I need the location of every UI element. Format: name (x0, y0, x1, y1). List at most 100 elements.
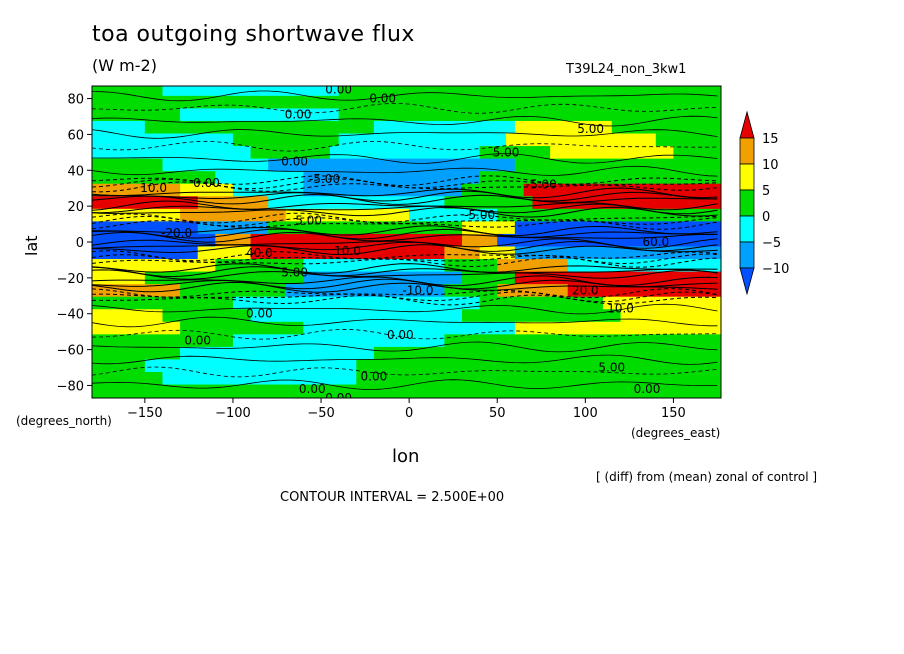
field-cell (532, 196, 721, 210)
field-cell (180, 321, 304, 335)
field-cell (303, 259, 445, 273)
contour-line (92, 225, 718, 237)
field-cell (232, 334, 445, 348)
contour-line (92, 115, 718, 127)
field-cell (92, 146, 252, 160)
field-cell (514, 334, 721, 348)
contour-label: 0.00 (325, 83, 352, 97)
x-tick-label: −100 (215, 406, 251, 421)
contour-line (92, 190, 718, 202)
contour-label: 5.00 (598, 361, 625, 375)
colorbar: 15 10 5 0 −5 −10 (739, 110, 789, 296)
field-cell (409, 208, 498, 222)
contour-label: 5.00 (281, 265, 308, 279)
field-cell (356, 359, 721, 373)
contour-line (92, 238, 718, 249)
contour-line (92, 316, 718, 328)
field-cell (92, 309, 163, 323)
colorbar-bin (739, 163, 755, 191)
colorbar-tick-label: −10 (762, 262, 789, 277)
colorbar-tick-label: 10 (762, 158, 779, 173)
field-cell (92, 321, 181, 335)
contour-label: -5.00 (309, 172, 340, 186)
x-tick-label: −50 (307, 406, 334, 421)
field-cell (462, 233, 498, 247)
field-cell (162, 158, 269, 172)
field-cell (92, 158, 163, 172)
contour-label: 0.00 (299, 382, 326, 396)
field-cell (268, 221, 463, 235)
field-cell (144, 271, 304, 285)
colorbar-bin (739, 137, 755, 165)
field-cell (497, 208, 721, 222)
field-cell (550, 146, 674, 160)
y-tick-label: 0 (76, 236, 84, 251)
field-cell (232, 133, 340, 147)
field-cell (144, 120, 375, 135)
colorbar-bin (739, 215, 755, 243)
colorbar-tick-label: 0 (762, 210, 770, 225)
contour-label: 5.00 (493, 145, 520, 159)
x-tick-label: 100 (573, 406, 598, 421)
field-cell (92, 86, 163, 97)
contour-label: 0.00 (193, 176, 220, 190)
field-cell (232, 183, 304, 197)
field-cell (444, 284, 498, 298)
contour-label: 0.00 (387, 328, 414, 342)
field-cell (92, 120, 146, 135)
contour-line (92, 266, 718, 278)
contour-label: 10.0 (140, 181, 167, 195)
contour-line (92, 153, 718, 164)
field-cell (338, 108, 721, 122)
x-axis-label: lon (392, 446, 420, 467)
field-cell (92, 384, 721, 398)
colorbar-bin (739, 241, 755, 269)
contour-line (92, 165, 718, 177)
x-tick-label: 50 (489, 406, 506, 421)
x-unit-label: (degrees_east) (631, 426, 721, 440)
field-cell (338, 133, 507, 147)
field-cell (92, 372, 163, 386)
field-cell (92, 208, 181, 222)
contour-line (92, 129, 718, 139)
contour-line (92, 275, 718, 287)
field-cell (444, 334, 516, 348)
field-cell (92, 246, 199, 260)
contour-label: -20.0 (161, 226, 192, 240)
field-cell (180, 183, 234, 197)
field-cell (180, 346, 375, 360)
field-cell (541, 171, 721, 185)
field-cell (303, 171, 481, 185)
field-cell (162, 334, 234, 348)
field-cell (444, 259, 498, 273)
diff-note: [ (diff) from (mean) zonal of control ] (596, 470, 818, 484)
colorbar-bin (739, 189, 755, 217)
contour-label: 40.0 (246, 246, 273, 260)
field-cell (338, 86, 721, 97)
field-cell (92, 95, 481, 109)
field-cell (92, 133, 234, 147)
field-cell (655, 133, 721, 147)
field-cell (514, 321, 721, 335)
contour-line (92, 341, 718, 353)
field-cell (373, 346, 721, 360)
field-cell (329, 146, 481, 160)
contour-label: 0.00 (246, 307, 273, 321)
contour-label: 5.00 (577, 122, 604, 136)
contour-line (92, 244, 718, 256)
field-cell (92, 259, 216, 273)
field-cell (611, 120, 721, 135)
field-cell (215, 171, 304, 185)
field-cell (479, 246, 516, 260)
field-cell (180, 208, 287, 222)
contour-label: 10.0 (607, 301, 634, 315)
chart-title: toa outgoing shortwave flux (92, 22, 415, 47)
contour-label: 0.00 (184, 334, 211, 348)
contour-line (92, 215, 718, 227)
contour-line (92, 178, 718, 190)
colorbar-bin (739, 110, 755, 139)
colorbar-tick-label: −5 (762, 236, 781, 251)
y-ticks: 80 60 40 20 0 −20 −40 −60 −80 (57, 93, 92, 394)
y-tick-label: 60 (67, 128, 84, 143)
